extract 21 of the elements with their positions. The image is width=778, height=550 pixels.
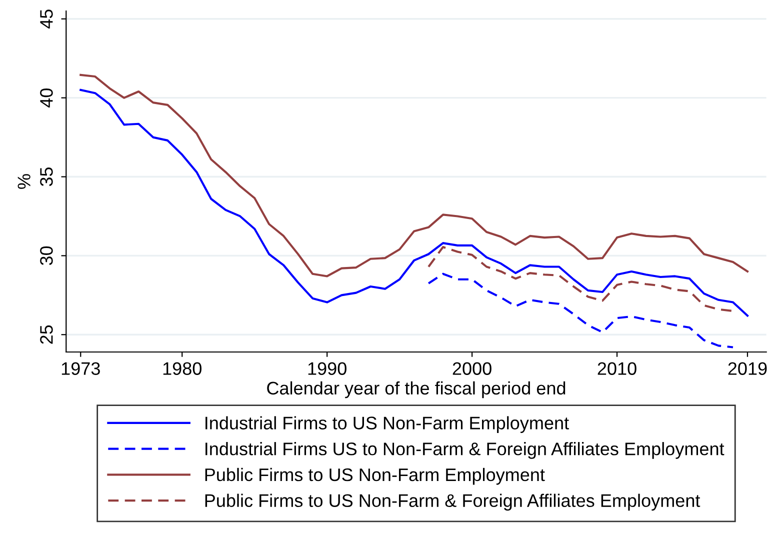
- y-tick-label: 45: [40, 10, 53, 29]
- legend-label: Public Firms to US Non-Farm Employment: [205, 468, 545, 485]
- x-axis-title: Calendar year of the fiscal period end: [267, 381, 566, 398]
- line-series: [80, 88, 749, 317]
- y-tick-label: 40: [40, 88, 53, 108]
- x-tick-label: 1980: [163, 362, 202, 375]
- line-series: [428, 246, 734, 312]
- legend-label: Industrial Firms to US Non-Farm Employment: [206, 416, 569, 434]
- line-series: [80, 74, 749, 278]
- y-tick-label: 30: [40, 246, 53, 266]
- x-tick-label: 2019: [728, 362, 767, 375]
- y-tick-label: 25: [40, 325, 53, 344]
- x-tick-label: 2010: [598, 362, 636, 375]
- y-axis-title: %: [18, 174, 30, 189]
- legend-label: Public Firms to US Non-Farm & Foreign Affiliates Employment: [205, 494, 700, 511]
- legend-label: Industrial Firms US to Non-Farm & Foreign Affiliates Employment: [206, 442, 724, 459]
- x-tick-label: 1990: [308, 362, 346, 375]
- x-tick-label: 2000: [452, 362, 492, 375]
- y-tick-label: 35: [40, 167, 53, 186]
- x-tick-label: 1973: [62, 362, 100, 375]
- line-series: [428, 272, 734, 348]
